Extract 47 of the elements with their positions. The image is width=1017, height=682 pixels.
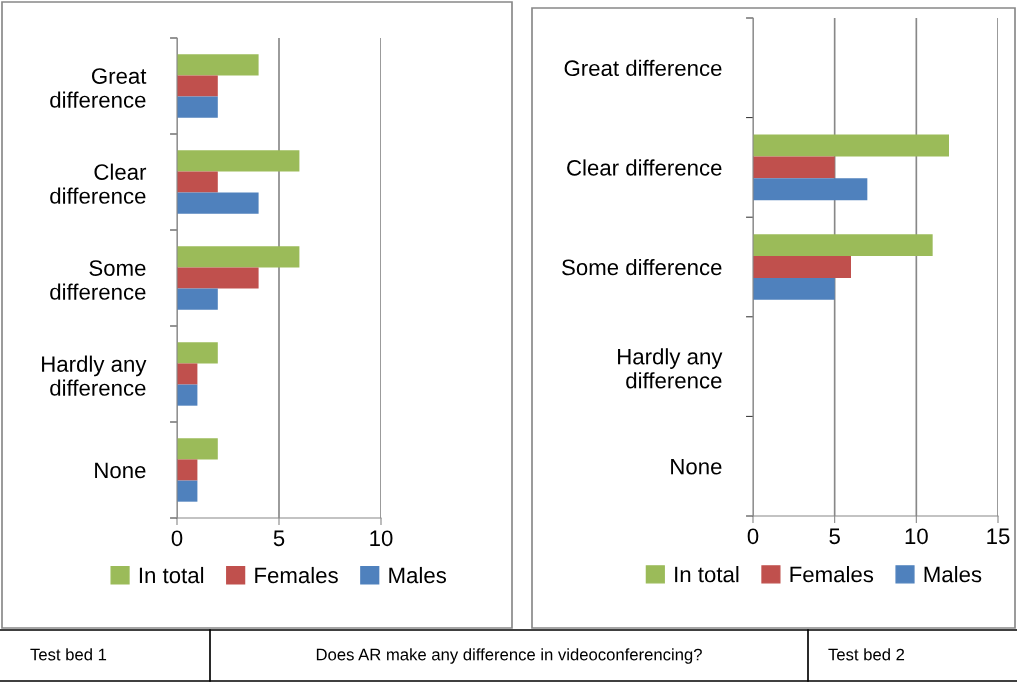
x-tick-label: 10 <box>370 530 393 547</box>
bar <box>177 459 198 481</box>
y-tick-label: Clear difference <box>50 163 147 204</box>
y-tick-label: Great difference <box>50 68 147 108</box>
legend-label: Males <box>389 566 447 584</box>
y-tick-label: Hardly any difference <box>42 355 147 396</box>
x-tick-label: 0 <box>171 530 183 547</box>
bar <box>753 277 835 300</box>
bar <box>177 192 259 214</box>
x-tick-label: 0 <box>747 528 759 545</box>
y-tick-label: Some difference <box>50 260 146 300</box>
bar <box>177 384 198 406</box>
legend-label: In total <box>675 566 739 583</box>
bar <box>753 156 835 179</box>
bar <box>177 246 300 268</box>
legend-label: Females <box>790 566 874 583</box>
bar <box>177 171 218 193</box>
bar <box>753 178 868 201</box>
bar <box>177 363 198 385</box>
x-tick-label: 5 <box>273 530 285 547</box>
bar <box>177 342 218 364</box>
y-tick-label: Clear difference <box>567 159 722 176</box>
x-tick-label: 15 <box>987 528 1010 545</box>
bar <box>753 256 851 278</box>
bar <box>177 150 300 172</box>
bar <box>177 54 259 76</box>
y-tick-label: Hardly any difference <box>618 348 723 389</box>
text: Does AR make any difference in videoconferencing? <box>316 648 702 664</box>
bar <box>753 134 949 157</box>
bar <box>177 438 218 460</box>
y-tick-label: Great difference <box>564 59 722 77</box>
bar <box>177 288 218 310</box>
legend-label: Females <box>255 566 338 584</box>
bar <box>177 75 218 97</box>
legend-label: In total <box>139 566 204 584</box>
y-tick-label: Some difference <box>562 258 722 276</box>
bar <box>177 267 259 289</box>
y-tick-label: None <box>671 458 722 475</box>
text: Test bed 2 <box>828 648 905 661</box>
bar <box>177 96 218 118</box>
y-tick-label: None <box>95 462 146 479</box>
x-tick-label: 10 <box>905 528 928 545</box>
legend-label: Males <box>924 566 982 583</box>
bar <box>753 234 933 257</box>
bar <box>177 480 198 502</box>
x-tick-label: 5 <box>829 528 840 545</box>
text: Test bed 1 <box>30 648 107 661</box>
